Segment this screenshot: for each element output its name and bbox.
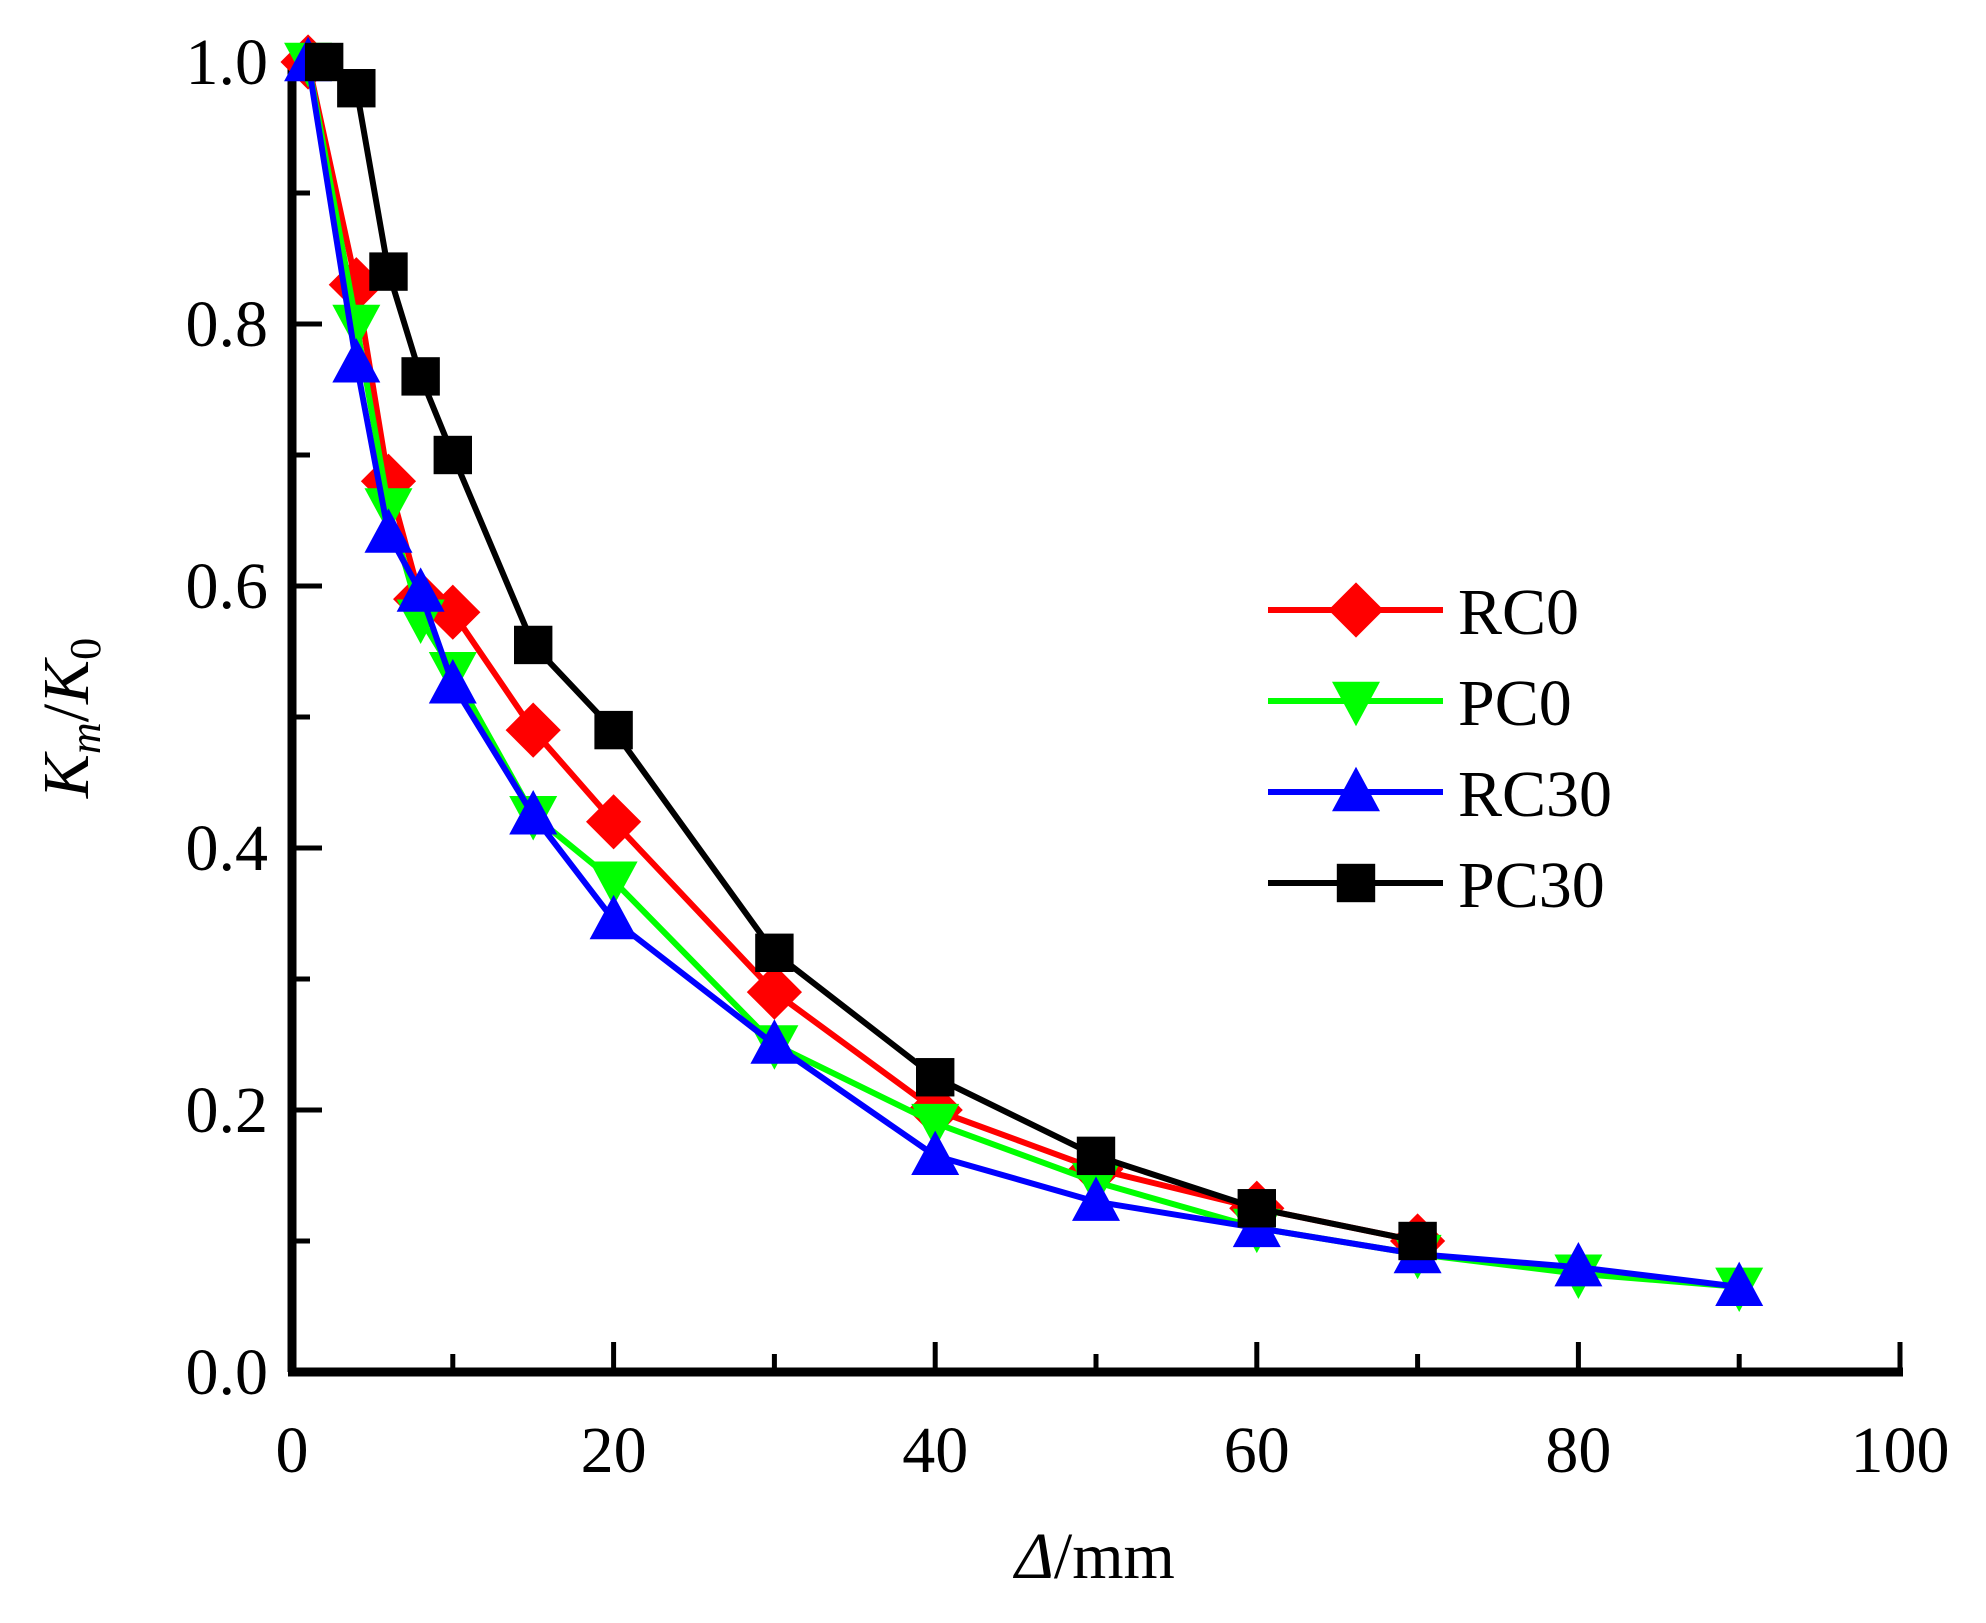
legend-item-pc30: PC30 xyxy=(1268,849,1605,922)
series-line-pc30 xyxy=(322,59,1419,1244)
data-point-pc30 xyxy=(594,710,633,750)
y-axis-title-sep: / xyxy=(30,703,103,722)
legend-item-rc30: RC30 xyxy=(1268,758,1612,831)
legend-label-rc30: RC30 xyxy=(1458,758,1612,831)
x-tick-label: 100 xyxy=(1851,1414,1950,1487)
data-point-rc30 xyxy=(364,508,413,553)
y-axis-title: Km/K0 xyxy=(30,638,110,799)
x-tick-label: 60 xyxy=(1224,1414,1290,1487)
data-point-rc30 xyxy=(750,1019,799,1064)
y-axis-title-sub-0: 0 xyxy=(61,638,110,660)
data-point-rc0 xyxy=(746,964,802,1020)
legend-marker-rc30 xyxy=(1332,766,1380,812)
legend-item-pc0: PC0 xyxy=(1268,667,1572,740)
data-point-pc0 xyxy=(589,861,638,906)
data-point-pc30 xyxy=(1237,1189,1276,1228)
data-point-pc30 xyxy=(1076,1136,1116,1176)
series-rc0 xyxy=(280,34,1446,1269)
data-point-pc30 xyxy=(514,625,553,665)
legend: RC0 PC0 RC30 PC30 xyxy=(1268,576,1612,922)
y-tick-label: 0.4 xyxy=(186,812,269,885)
axes: 0.0 0.2 0.4 0.6 0.8 1.0 0 20 40 60 80 100 xyxy=(186,26,1950,1487)
legend-marker-pc30 xyxy=(1336,863,1376,903)
data-point-pc30 xyxy=(401,357,440,396)
y-tick-label: 0.8 xyxy=(186,288,269,361)
data-point-rc30 xyxy=(589,894,638,940)
data-point-rc0 xyxy=(586,794,642,850)
data-point-pc30 xyxy=(304,42,344,82)
legend-marker-pc0 xyxy=(1332,681,1380,727)
y-tick-label: 1.0 xyxy=(186,26,269,99)
data-point-pc30 xyxy=(1398,1221,1437,1261)
legend-label-rc0: RC0 xyxy=(1458,576,1579,649)
legend-item-rc0: RC0 xyxy=(1268,576,1579,649)
x-axis-title: Δ/mm xyxy=(1012,1520,1175,1593)
y-tick-label: 0.0 xyxy=(186,1336,269,1409)
series-rc30 xyxy=(284,36,1764,1307)
data-point-rc30 xyxy=(428,659,477,704)
data-point-pc30 xyxy=(916,1058,955,1097)
x-tick-label: 40 xyxy=(902,1414,968,1487)
data-point-rc30 xyxy=(332,338,381,383)
x-tick-label: 20 xyxy=(581,1414,647,1487)
data-point-rc0 xyxy=(425,584,481,640)
data-point-rc0 xyxy=(505,702,561,758)
data-point-rc30 xyxy=(1554,1242,1603,1287)
data-point-pc30 xyxy=(337,69,376,108)
data-point-pc0 xyxy=(332,304,381,350)
y-tick-label: 0.6 xyxy=(186,550,269,623)
data-point-rc30 xyxy=(911,1130,960,1176)
data-point-rc30 xyxy=(1715,1261,1764,1307)
data-point-pc0 xyxy=(911,1103,960,1149)
y-axis-title-k0: K xyxy=(30,657,103,705)
x-axis-title-symbol: Δ xyxy=(1012,1520,1054,1593)
y-axis-title-k: K xyxy=(30,751,103,799)
data-point-pc30 xyxy=(369,252,408,291)
x-axis-title-unit: /mm xyxy=(1054,1520,1175,1593)
series-pc30 xyxy=(304,42,1437,1261)
legend-marker-rc0 xyxy=(1328,582,1384,638)
data-point-rc30 xyxy=(509,790,558,835)
data-point-rc30 xyxy=(1072,1176,1120,1221)
y-tick-label: 0.2 xyxy=(186,1074,269,1147)
data-point-rc30 xyxy=(396,567,445,612)
data-point-pc30 xyxy=(433,435,472,475)
series-line-rc0 xyxy=(305,61,1419,1244)
series-layer xyxy=(280,34,1764,1313)
x-tick-label: 0 xyxy=(276,1414,309,1487)
data-point-pc30 xyxy=(755,933,794,972)
x-tick-label: 80 xyxy=(1545,1414,1611,1487)
legend-label-pc0: PC0 xyxy=(1458,667,1572,740)
legend-label-pc30: PC30 xyxy=(1458,849,1605,922)
y-axis-title-sub-m: m xyxy=(61,722,110,754)
